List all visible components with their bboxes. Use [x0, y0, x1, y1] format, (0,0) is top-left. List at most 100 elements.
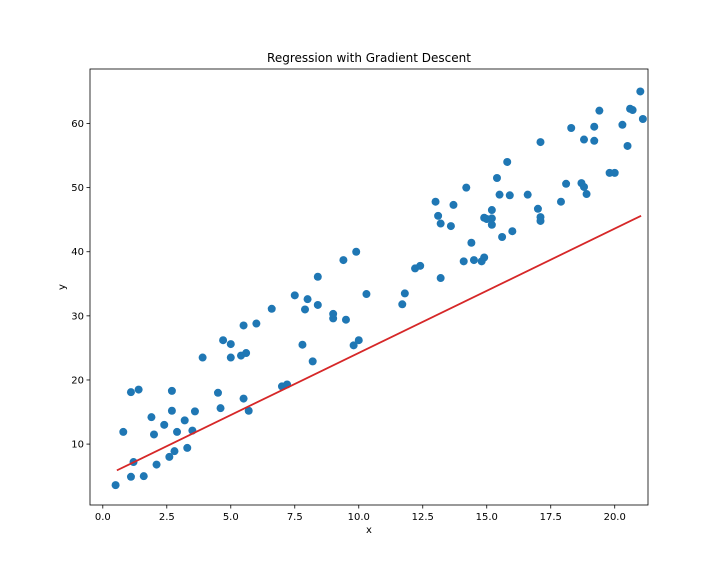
data-point: [459, 257, 468, 266]
data-point: [167, 406, 176, 415]
x-axis-label: x: [366, 525, 372, 536]
data-point: [239, 394, 248, 403]
data-point: [462, 183, 471, 192]
data-point: [562, 179, 571, 188]
data-point: [139, 472, 148, 481]
data-point: [226, 340, 235, 349]
data-point: [226, 353, 235, 362]
data-point: [242, 349, 251, 358]
data-point: [536, 138, 545, 147]
y-tick-label: 10: [71, 440, 84, 451]
data-point: [533, 204, 542, 213]
chart-title: Regression with Gradient Descent: [267, 51, 471, 65]
data-point: [252, 319, 261, 328]
data-point: [505, 191, 514, 200]
data-point: [523, 190, 532, 199]
data-point: [536, 216, 545, 225]
data-point: [416, 261, 425, 270]
y-axis: 10 20 30 40 50 60: [71, 119, 90, 451]
data-point: [436, 274, 445, 283]
data-point: [147, 413, 156, 422]
x-tick-label: 2.5: [159, 512, 175, 523]
data-point: [638, 115, 647, 124]
data-point: [580, 135, 589, 144]
data-point: [636, 87, 645, 96]
data-point: [508, 227, 517, 236]
data-point: [239, 321, 248, 330]
regression-line: [116, 215, 642, 472]
x-tick-label: 0.0: [95, 512, 111, 523]
x-tick-label: 10.0: [348, 512, 370, 523]
data-point: [467, 238, 476, 247]
data-point: [170, 447, 179, 456]
data-point: [492, 174, 501, 182]
data-point: [495, 190, 504, 199]
y-tick-label: 60: [71, 119, 84, 130]
data-point: [480, 253, 489, 262]
data-point: [446, 222, 455, 231]
data-point: [628, 106, 637, 115]
data-point: [556, 197, 565, 206]
data-point: [349, 341, 358, 350]
data-point: [567, 123, 576, 132]
data-point: [213, 388, 222, 397]
data-point: [301, 305, 310, 314]
data-point: [354, 336, 363, 345]
y-tick-label: 30: [71, 311, 84, 322]
x-tick-label: 20.0: [604, 512, 626, 523]
data-point: [487, 206, 496, 215]
data-point: [198, 353, 207, 362]
data-point: [267, 304, 276, 313]
data-point: [244, 406, 253, 415]
y-tick-label: 50: [71, 183, 84, 194]
data-point: [308, 357, 317, 366]
data-point: [290, 291, 299, 300]
data-point: [149, 430, 158, 439]
regression-line-layer: [116, 215, 642, 472]
data-point: [167, 386, 176, 395]
data-point: [580, 182, 589, 191]
data-point: [618, 120, 627, 129]
y-tick-label: 40: [71, 247, 84, 258]
y-axis-label: y: [57, 284, 68, 290]
x-tick-label: 17.5: [540, 512, 562, 523]
data-point: [303, 295, 312, 304]
data-point: [590, 136, 599, 145]
plot-frame: [89, 68, 649, 506]
data-point: [610, 168, 619, 177]
data-point: [111, 481, 120, 490]
data-point: [126, 472, 135, 481]
data-point: [487, 220, 496, 229]
x-axis: 0.0 2.5 5.0 7.5 10.0 12.5 15.0 17.5 20.0: [95, 505, 626, 523]
data-point: [341, 315, 350, 324]
data-point: [623, 141, 632, 150]
scatter-points: [111, 87, 647, 490]
data-point: [595, 106, 604, 115]
data-point: [180, 416, 189, 425]
data-point: [352, 247, 361, 256]
x-tick-label: 15.0: [476, 512, 498, 523]
data-point: [362, 290, 371, 299]
data-point: [400, 289, 409, 298]
data-point: [119, 427, 128, 436]
data-point: [126, 388, 135, 397]
data-point: [436, 219, 445, 228]
data-point: [449, 200, 458, 209]
data-point: [165, 452, 174, 461]
data-point: [190, 407, 199, 416]
data-point: [298, 340, 307, 349]
data-point: [498, 232, 507, 241]
data-point: [216, 404, 225, 413]
data-point: [434, 211, 443, 220]
data-point: [160, 420, 169, 429]
x-tick-label: 12.5: [412, 512, 434, 523]
data-point: [590, 122, 599, 131]
data-point: [469, 256, 478, 265]
data-point: [183, 443, 192, 452]
data-point: [313, 272, 322, 281]
x-tick-label: 7.5: [287, 512, 303, 523]
data-point: [503, 157, 512, 166]
data-point: [398, 300, 407, 309]
